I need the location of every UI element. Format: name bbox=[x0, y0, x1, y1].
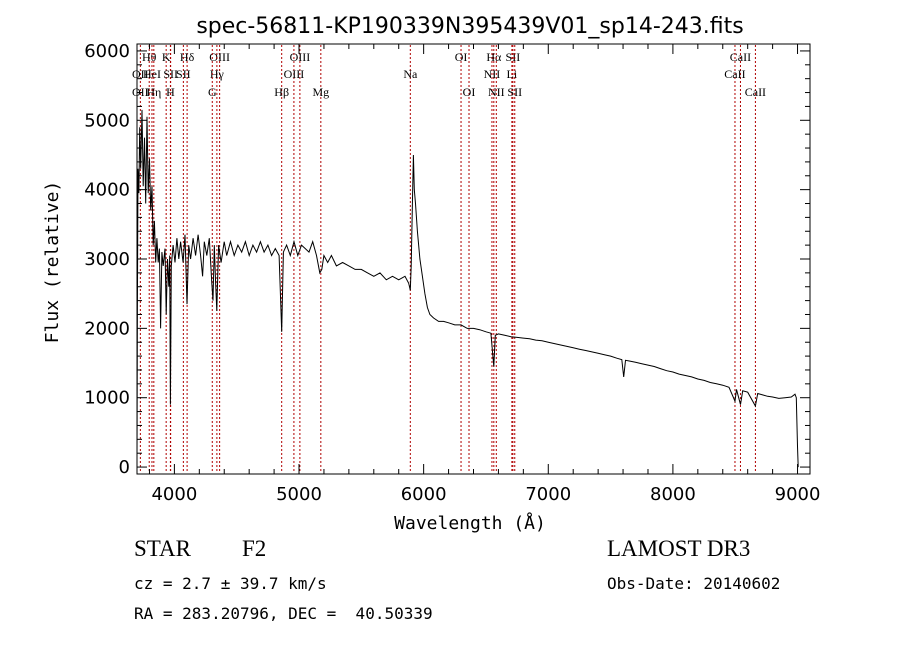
coordinates-text: RA = 283.20796, DEC = 40.50339 bbox=[134, 604, 433, 623]
y-tick-label: 4000 bbox=[84, 180, 130, 201]
marker-label: NII bbox=[488, 85, 505, 99]
x-tick-label: 8000 bbox=[650, 484, 696, 505]
marker-label: OII bbox=[132, 85, 149, 99]
marker-label: NII bbox=[484, 67, 501, 81]
marker-label: CaII bbox=[724, 67, 745, 81]
survey-name: LAMOST DR3 bbox=[607, 536, 751, 561]
marker-label: OI bbox=[455, 50, 468, 64]
marker-label: Hδ bbox=[180, 50, 195, 64]
marker-label: CaII bbox=[745, 85, 766, 99]
marker-label: OI bbox=[463, 85, 476, 99]
marker-label: HeI bbox=[143, 67, 161, 81]
y-tick-label: 6000 bbox=[84, 41, 130, 62]
y-tick-label: 3000 bbox=[84, 249, 130, 270]
marker-label: SII bbox=[506, 50, 521, 64]
marker-label: Hβ bbox=[274, 85, 289, 99]
marker-label: SII bbox=[176, 67, 191, 81]
marker-label: K bbox=[162, 50, 171, 64]
marker-label: Hη bbox=[146, 85, 161, 99]
redshift-text: cz = 2.7 ± 39.7 km/s bbox=[134, 574, 327, 593]
marker-label: Mg bbox=[312, 85, 329, 99]
marker-label: SII bbox=[507, 85, 522, 99]
y-axis-label: Flux (relative) bbox=[42, 181, 63, 344]
y-tick-label: 5000 bbox=[84, 110, 130, 131]
marker-label: Hα bbox=[486, 50, 502, 64]
line-markers: OIIOIIHθHeIHηKSIIHHδSIIOIIIHγGOIIIOIIIHβ… bbox=[132, 45, 766, 473]
marker-label: Li bbox=[507, 67, 518, 81]
obs-date-text: Obs-Date: 20140602 bbox=[607, 574, 781, 593]
spectrum-line bbox=[136, 109, 799, 468]
marker-label: Hθ bbox=[142, 50, 157, 64]
x-tick-label: 6000 bbox=[401, 484, 447, 505]
marker-label: OIII bbox=[290, 50, 311, 64]
chart-title: spec-56811-KP190339N395439V01_sp14-243.f… bbox=[196, 14, 743, 39]
axis-ticks: 4000 5000 6000 7000 8000 9000 0 1000 2000 3000 400… bbox=[84, 41, 820, 505]
x-tick-label: 9000 bbox=[775, 484, 821, 505]
y-tick-label: 0 bbox=[119, 457, 130, 478]
plot-frame bbox=[136, 43, 811, 475]
marker-label: CaII bbox=[730, 50, 751, 64]
object-subclass: F2 bbox=[242, 536, 267, 561]
x-tick-label: 4000 bbox=[151, 484, 197, 505]
y-tick-label: 2000 bbox=[84, 318, 130, 339]
y-tick-label: 1000 bbox=[84, 388, 130, 409]
marker-label: OIII bbox=[209, 50, 230, 64]
marker-label: G bbox=[208, 85, 217, 99]
marker-label: OII bbox=[132, 67, 149, 81]
object-class: STAR bbox=[134, 536, 191, 561]
marker-label: Hγ bbox=[210, 67, 225, 81]
x-axis-label: Wavelength (Å) bbox=[394, 512, 546, 534]
marker-label: OIII bbox=[284, 67, 305, 81]
marker-label: H bbox=[166, 85, 175, 99]
x-tick-label: 7000 bbox=[525, 484, 571, 505]
marker-label: Na bbox=[403, 67, 418, 81]
x-tick-label: 5000 bbox=[276, 484, 322, 505]
